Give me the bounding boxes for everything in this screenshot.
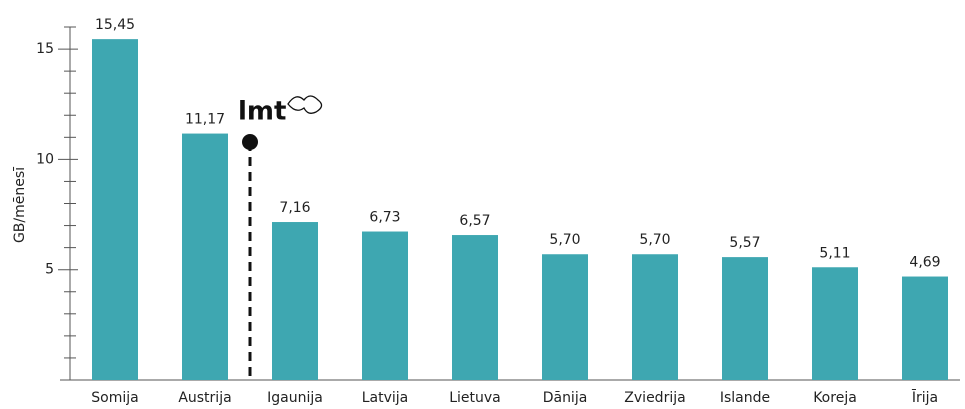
- annotation-logo: [287, 95, 323, 114]
- bar: [902, 276, 948, 380]
- value-label: 4,69: [909, 255, 940, 271]
- x-tick-label: Igaunija: [267, 390, 323, 406]
- x-tick-label: Koreja: [813, 390, 857, 406]
- value-label: 5,70: [549, 232, 580, 248]
- x-tick-label: Dānija: [543, 390, 588, 406]
- bar: [452, 235, 498, 380]
- y-tick-label: 10: [36, 151, 54, 167]
- bar: [632, 254, 678, 380]
- bar: [272, 222, 318, 380]
- value-label: 5,11: [819, 245, 850, 261]
- y-tick-label: 5: [45, 262, 54, 278]
- value-label: 7,16: [279, 200, 310, 216]
- annotation-text: lmt: [238, 97, 286, 127]
- value-label: 6,73: [369, 210, 400, 226]
- y-axis-label: GB/mēnesī: [12, 167, 28, 243]
- value-label: 6,57: [459, 213, 490, 229]
- bar: [362, 231, 408, 380]
- value-label: 15,45: [95, 17, 135, 33]
- bar: [542, 254, 588, 380]
- annotation-marker: lmt: [238, 95, 323, 380]
- bar: [92, 39, 138, 381]
- x-tick-label: Austrija: [178, 390, 231, 406]
- y-tick-label: 15: [36, 41, 54, 57]
- x-tick-label: Lietuva: [449, 390, 501, 406]
- x-tick-label: Zviedrija: [624, 390, 685, 406]
- value-label: 5,57: [729, 235, 760, 251]
- x-tick-label: Īrija: [912, 389, 938, 406]
- bar: [722, 257, 768, 380]
- value-label: 5,70: [639, 232, 670, 248]
- value-label: 11,17: [185, 112, 225, 128]
- bar: [812, 267, 858, 380]
- x-tick-label: Latvija: [362, 390, 409, 406]
- annotation-dot: [242, 134, 258, 150]
- bar: [182, 133, 228, 380]
- x-tick-label: Islande: [720, 390, 770, 406]
- x-tick-label: Somija: [91, 390, 138, 406]
